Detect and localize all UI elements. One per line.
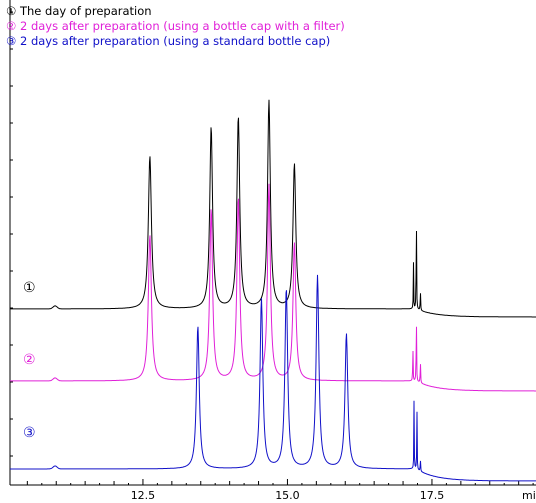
legend-marker-2: ② [6,19,17,33]
legend-text-2: 2 days after preparation (using a bottle… [19,19,345,33]
legend: ① The day of preparation ② 2 days after … [6,4,345,49]
legend-entry-1: ① The day of preparation [6,4,345,19]
trace-line-1 [10,99,536,318]
x-tick-label: 15.0 [275,489,300,502]
trace-line-2 [10,183,536,392]
trace-label-3: ③ [23,425,36,441]
x-axis-unit-label: min [522,489,536,502]
trace-line-3 [10,274,536,482]
x-tick-label: 17.5 [420,489,445,502]
trace-label-2: ② [23,352,36,368]
legend-marker-1: ① [6,4,17,18]
legend-text-1: The day of preparation [19,4,152,18]
x-tick-label: 12.5 [131,489,156,502]
legend-entry-3: ③ 2 days after preparation (using a stan… [6,34,345,49]
legend-text-3: 2 days after preparation (using a standa… [19,34,331,48]
trace-label-1: ① [23,280,36,296]
legend-entry-2: ② 2 days after preparation (using a bott… [6,19,345,34]
legend-marker-3: ③ [6,34,17,48]
